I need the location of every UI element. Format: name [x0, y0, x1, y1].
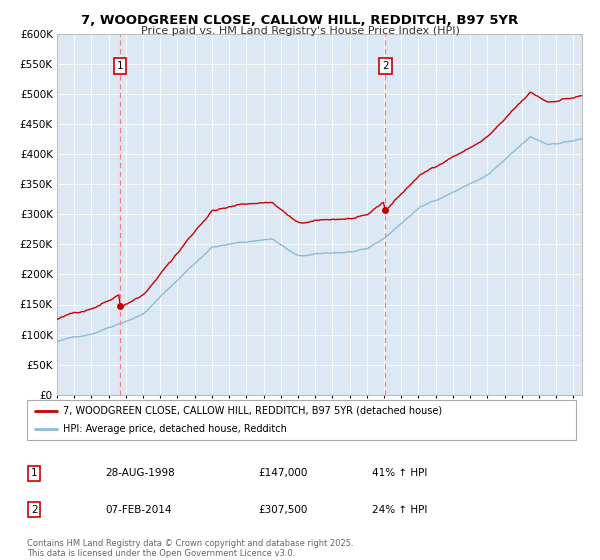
Text: 07-FEB-2014: 07-FEB-2014: [105, 505, 172, 515]
Text: 28-AUG-1998: 28-AUG-1998: [105, 468, 175, 478]
Text: 1: 1: [31, 468, 38, 478]
Text: £307,500: £307,500: [258, 505, 307, 515]
Text: 7, WOODGREEN CLOSE, CALLOW HILL, REDDITCH, B97 5YR (detached house): 7, WOODGREEN CLOSE, CALLOW HILL, REDDITC…: [62, 405, 442, 416]
Text: 7, WOODGREEN CLOSE, CALLOW HILL, REDDITCH, B97 5YR: 7, WOODGREEN CLOSE, CALLOW HILL, REDDITC…: [82, 14, 518, 27]
Text: Price paid vs. HM Land Registry's House Price Index (HPI): Price paid vs. HM Land Registry's House …: [140, 26, 460, 36]
FancyBboxPatch shape: [27, 400, 576, 440]
Text: Contains HM Land Registry data © Crown copyright and database right 2025.
This d: Contains HM Land Registry data © Crown c…: [27, 539, 353, 558]
Text: 2: 2: [31, 505, 38, 515]
Text: 41% ↑ HPI: 41% ↑ HPI: [372, 468, 427, 478]
Text: HPI: Average price, detached house, Redditch: HPI: Average price, detached house, Redd…: [62, 424, 287, 435]
Text: £147,000: £147,000: [258, 468, 307, 478]
Text: 24% ↑ HPI: 24% ↑ HPI: [372, 505, 427, 515]
Text: 2: 2: [382, 61, 389, 71]
Text: 1: 1: [117, 61, 124, 71]
